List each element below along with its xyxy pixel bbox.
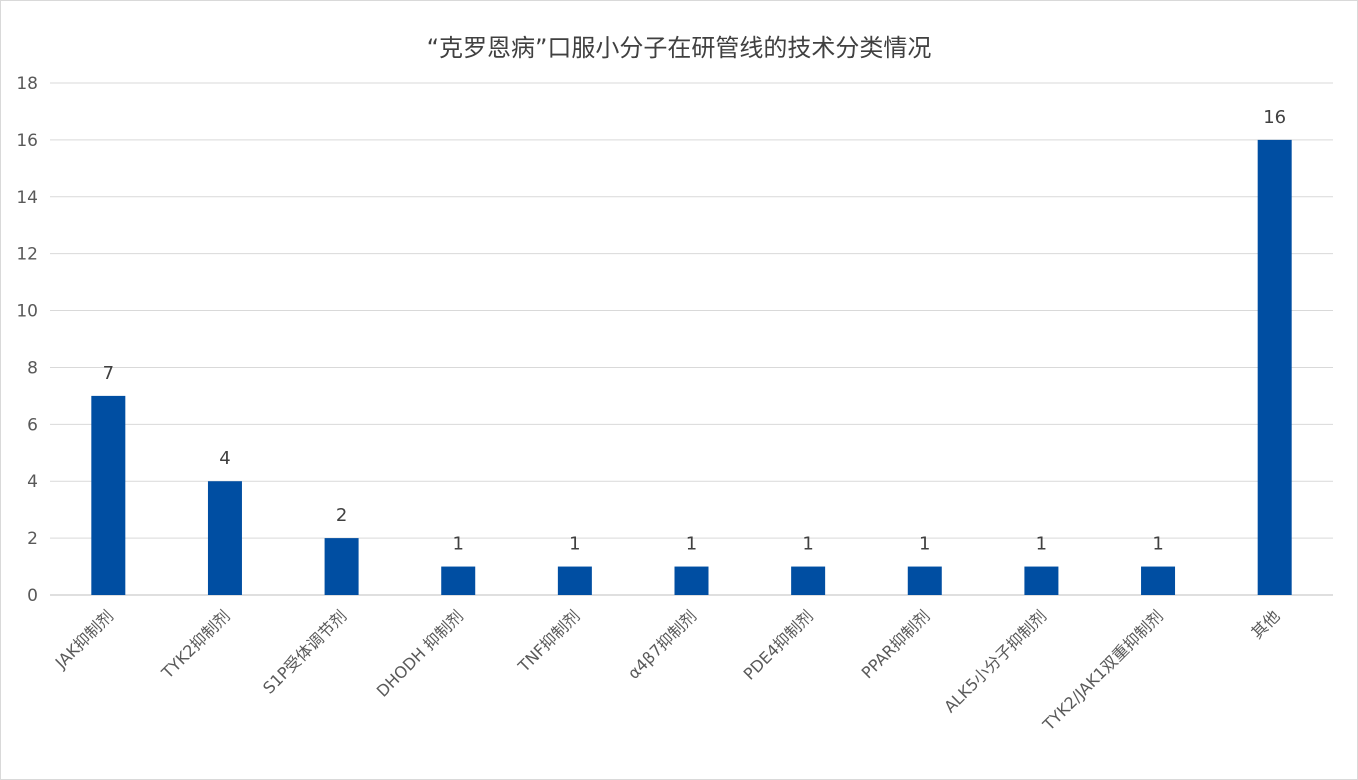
category-label: 其他 bbox=[1247, 606, 1283, 642]
bar bbox=[207, 481, 242, 595]
y-tick-label: 2 bbox=[27, 529, 38, 549]
category-label: PPAR抑制剂 bbox=[858, 606, 934, 682]
bar bbox=[1257, 139, 1292, 595]
bar bbox=[91, 395, 126, 595]
data-labels: 7 4 2 1 1 1 1 1 1 1 16 bbox=[103, 107, 1287, 555]
data-label: 1 bbox=[1152, 534, 1163, 555]
bars bbox=[91, 139, 1292, 595]
y-tick-label: 10 bbox=[16, 302, 38, 322]
chart-title: “克罗恩病”口服小分子在研管线的技术分类情况 bbox=[426, 34, 932, 62]
data-label: 1 bbox=[919, 534, 930, 555]
bar bbox=[557, 566, 592, 595]
data-label: 4 bbox=[219, 448, 230, 469]
category-label: TNF抑制剂 bbox=[514, 606, 584, 676]
bar bbox=[1141, 566, 1176, 595]
grid-lines bbox=[50, 82, 1333, 596]
data-label: 1 bbox=[569, 534, 580, 555]
bar bbox=[441, 566, 476, 595]
data-label: 1 bbox=[686, 534, 697, 555]
data-label: 7 bbox=[103, 363, 114, 384]
y-tick-label: 14 bbox=[16, 188, 38, 208]
y-tick-label: 6 bbox=[27, 415, 38, 435]
data-label: 2 bbox=[336, 505, 347, 526]
data-label: 1 bbox=[802, 534, 813, 555]
category-label: S1P受体调节剂 bbox=[259, 606, 350, 697]
bar bbox=[791, 566, 826, 595]
y-tick-label: 16 bbox=[16, 131, 38, 151]
y-tick-label: 8 bbox=[27, 358, 38, 378]
y-axis-ticks: 0 2 4 6 8 10 12 14 16 18 bbox=[16, 74, 38, 606]
category-label: α4β7抑制剂 bbox=[624, 606, 700, 682]
data-label: 1 bbox=[1036, 534, 1047, 555]
category-label: ALK5小分子抑制剂 bbox=[940, 606, 1050, 716]
category-label: JAK抑制剂 bbox=[51, 606, 117, 672]
bar bbox=[907, 566, 942, 595]
category-label: DHODH 抑制剂 bbox=[373, 606, 467, 700]
bar bbox=[674, 566, 709, 595]
y-tick-label: 4 bbox=[27, 472, 38, 492]
bar bbox=[324, 538, 359, 595]
bar bbox=[1024, 566, 1059, 595]
y-tick-label: 18 bbox=[16, 74, 38, 94]
category-label: TYK2抑制剂 bbox=[157, 606, 234, 683]
x-axis-categories: JAK抑制剂 TYK2抑制剂 S1P受体调节剂 DHODH 抑制剂 TNF抑制剂 α4β7… bbox=[51, 606, 1284, 734]
y-tick-label: 0 bbox=[27, 586, 38, 606]
category-label: TYK2/JAK1双重抑制剂 bbox=[1038, 606, 1166, 734]
y-tick-label: 12 bbox=[16, 245, 38, 265]
data-label: 1 bbox=[453, 534, 464, 555]
category-label: PDE4抑制剂 bbox=[740, 606, 817, 683]
data-label: 16 bbox=[1263, 107, 1286, 128]
